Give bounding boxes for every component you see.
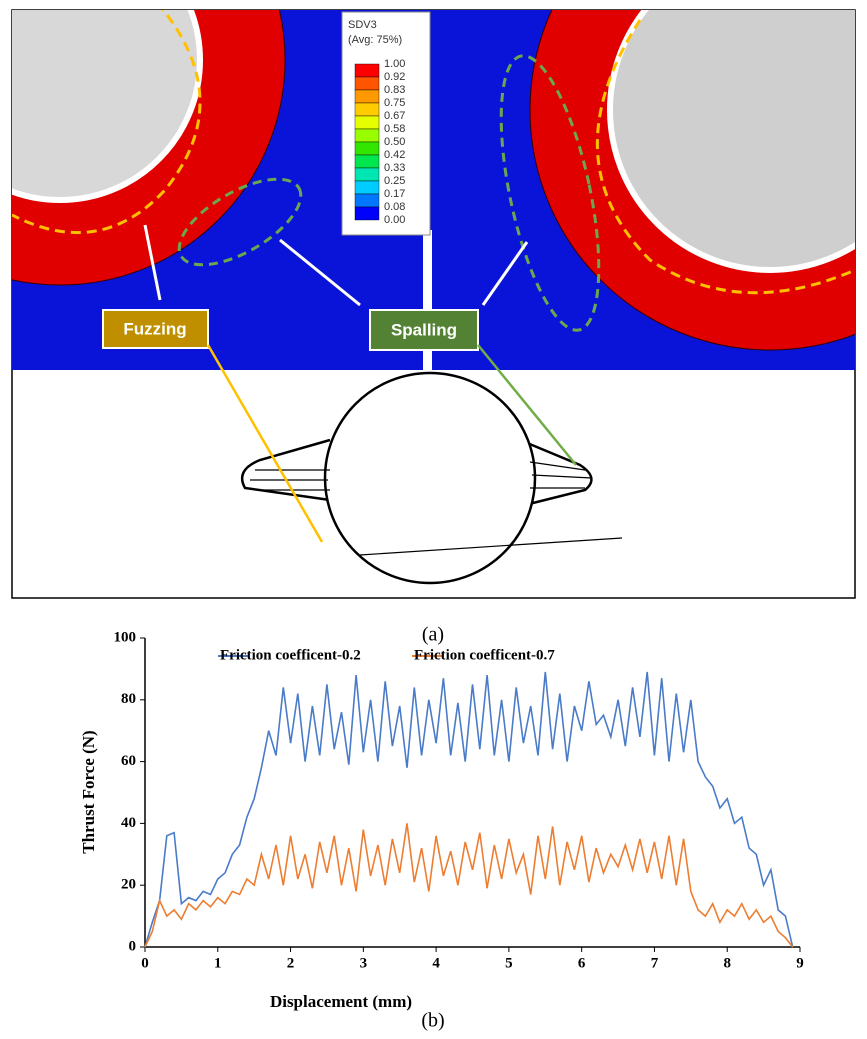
legend-label: 0.42 — [384, 149, 405, 161]
series-line — [145, 672, 793, 947]
legend-label: 0.58 — [384, 123, 405, 135]
x-tick-label: 2 — [287, 955, 295, 971]
legend-swatch — [355, 155, 379, 168]
x-tick-label: 9 — [796, 955, 804, 971]
y-tick-label: 40 — [121, 815, 136, 831]
legend-label: 0.50 — [384, 136, 405, 148]
x-tick-label: 5 — [505, 955, 513, 971]
legend-swatch — [355, 142, 379, 155]
legend-swatch — [355, 129, 379, 142]
legend-title: SDV3 — [348, 19, 377, 31]
legend-label: Friction coefficent-0.7 — [414, 647, 555, 663]
x-tick-label: 0 — [141, 955, 149, 971]
x-tick-label: 3 — [360, 955, 368, 971]
legend-label: 0.83 — [384, 84, 405, 96]
panel-a: SDV3 (Avg: 75%) 1.000.920.830.750.670.58… — [0, 0, 867, 598]
x-tick-label: 7 — [651, 955, 659, 971]
caption: (b) — [421, 1010, 444, 1032]
legend-label: 0.67 — [384, 110, 405, 122]
figure: SDV3 (Avg: 75%) 1.000.920.830.750.670.58… — [0, 0, 867, 1039]
legend-label: 0.17 — [384, 188, 405, 200]
legend-swatch — [355, 90, 379, 103]
legend-label: 0.92 — [384, 71, 405, 83]
y-tick-label: 20 — [121, 877, 136, 893]
legend-label: Friction coefficent-0.2 — [220, 647, 361, 663]
series-line — [145, 823, 793, 947]
legend-swatch — [355, 181, 379, 194]
y-tick-label: 60 — [121, 753, 136, 769]
legend-label: 1.00 — [384, 58, 405, 70]
legend-swatch — [355, 64, 379, 77]
legend-swatch — [355, 77, 379, 90]
x-axis-label: Displacement (mm) — [270, 992, 412, 1011]
chart: Displacement (mm) Thrust Force (N) 02040… — [79, 629, 804, 1010]
caption: (a) — [422, 624, 444, 646]
y-axis-label: Thrust Force (N) — [79, 730, 98, 853]
legend-label: 0.75 — [384, 97, 405, 109]
legend-subtitle: (Avg: 75%) — [348, 34, 402, 46]
annotation: Fuzzing — [123, 319, 186, 338]
y-tick-label: 80 — [121, 691, 136, 707]
x-tick-label: 4 — [432, 955, 440, 971]
annotation: Spalling — [391, 320, 457, 339]
x-tick-label: 6 — [578, 955, 586, 971]
legend-label: 0.08 — [384, 201, 405, 213]
x-tick-label: 1 — [214, 955, 222, 971]
legend-label: 0.25 — [384, 175, 405, 187]
legend-label: 0.33 — [384, 162, 405, 174]
legend-swatch — [355, 168, 379, 181]
legend-swatch — [355, 116, 379, 129]
legend-swatch — [355, 207, 379, 220]
y-tick-label: 100 — [114, 629, 137, 645]
x-tick-label: 8 — [723, 955, 731, 971]
y-tick-label: 0 — [129, 938, 137, 954]
legend-label: 0.00 — [384, 214, 405, 226]
legend-swatch — [355, 194, 379, 207]
legend-swatch — [355, 103, 379, 116]
